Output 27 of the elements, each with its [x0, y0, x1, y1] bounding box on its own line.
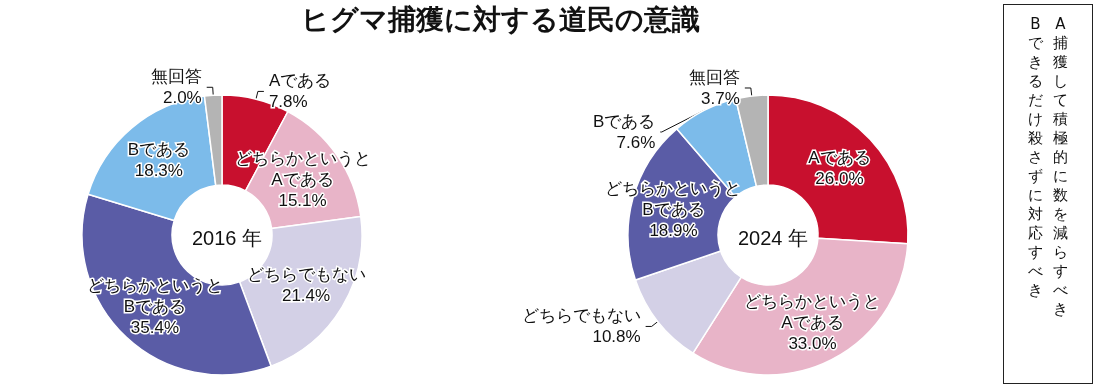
data-label: 2.0%	[162, 88, 202, 108]
data-label: 18.9%	[649, 220, 698, 240]
slice-label: どちらでもない	[521, 306, 641, 326]
data-label: 7.8%	[268, 92, 308, 112]
slice-label: 無回答	[688, 68, 740, 87]
data-label: 18.3%	[134, 161, 183, 181]
slice-label: Aである	[808, 147, 871, 167]
data-label: 35.4%	[130, 317, 180, 337]
text: B できるだけ殺さずに対応すべき	[1028, 15, 1043, 299]
slice-label: どちらかというとBである	[605, 178, 742, 219]
data-label: 7.6%	[616, 133, 656, 152]
slice-label: Bである	[592, 112, 656, 131]
text: 2024 年	[737, 227, 809, 249]
data-label: 26.0%	[815, 168, 864, 188]
slice-label: どちらでもない	[246, 265, 366, 285]
text: ヒグマ捕獲に対する道民の意識	[300, 3, 700, 35]
text: A 捕獲して積極的に数を減らすべき	[1053, 15, 1068, 318]
slice-label: どちらかというとAである	[744, 291, 881, 332]
text: 2016 年	[191, 227, 263, 249]
data-label: 3.7%	[701, 89, 740, 108]
data-label: 15.1%	[278, 190, 327, 210]
data-label: 33.0%	[788, 333, 837, 353]
slice-label: Bである	[127, 140, 190, 160]
data-label: 21.4%	[281, 286, 331, 306]
data-label: 10.8%	[592, 327, 641, 347]
slice-label: 無回答	[150, 67, 202, 87]
slice-label: Aである	[268, 71, 332, 91]
